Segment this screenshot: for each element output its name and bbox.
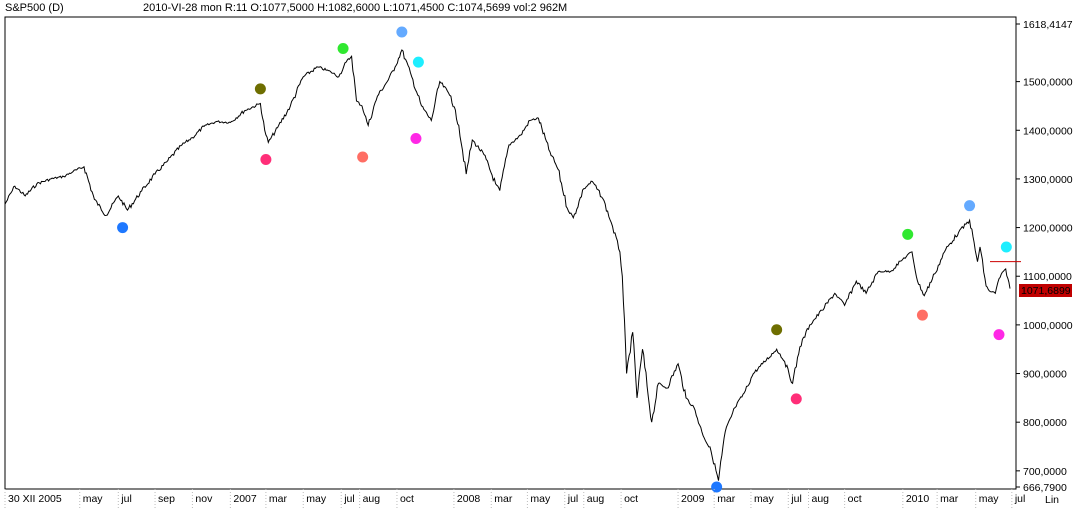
y-tick-label: 700,0000 bbox=[1023, 466, 1067, 478]
scale-label: Lin bbox=[1045, 494, 1059, 506]
signal-marker bbox=[916, 309, 928, 321]
x-tick-label: oct bbox=[624, 493, 638, 505]
x-tick-label: jul bbox=[790, 493, 802, 505]
x-tick-label: jul bbox=[567, 493, 579, 505]
x-tick-label: aug bbox=[363, 493, 381, 505]
x-tick-label: mar bbox=[269, 493, 288, 505]
signal-marker bbox=[993, 329, 1005, 341]
signal-marker bbox=[117, 222, 129, 234]
x-tick-label: 2010 bbox=[906, 493, 930, 505]
x-tick-label: may bbox=[979, 493, 1000, 505]
y-tick-label: 1300,0000 bbox=[1023, 174, 1073, 186]
price-series-line bbox=[4, 49, 1011, 481]
chart-header: S&P500 (D) 2010-VI-28 mon R:11 O:1077,50… bbox=[0, 0, 1075, 17]
signal-marker bbox=[771, 324, 783, 336]
signal-marker bbox=[790, 393, 802, 405]
x-tick-label: oct bbox=[400, 493, 414, 505]
y-tick-label: 1400,0000 bbox=[1023, 125, 1073, 137]
signal-marker bbox=[337, 43, 349, 55]
signal-marker bbox=[396, 26, 408, 38]
signal-marker bbox=[711, 481, 723, 493]
x-tick-label: 30 XII 2005 bbox=[8, 493, 62, 505]
signal-marker bbox=[254, 83, 266, 95]
signal-markers bbox=[117, 26, 1012, 493]
x-axis: 30 XII 2005 may jul sep nov 2007 mar may jul aug o… bbox=[4, 489, 1026, 509]
y-tick-label: 1618,4147 bbox=[1023, 19, 1073, 31]
signal-marker bbox=[260, 153, 272, 165]
x-tick-label: aug bbox=[587, 493, 605, 505]
x-tick-label: may bbox=[83, 493, 104, 505]
y-tick-label: 800,0000 bbox=[1023, 417, 1067, 429]
x-tick-label: 2008 bbox=[457, 493, 481, 505]
x-tick-label: nov bbox=[195, 493, 213, 505]
y-tick-label: 1000,0000 bbox=[1023, 320, 1073, 332]
x-tick-label: mar bbox=[494, 493, 513, 505]
x-tick-label: mar bbox=[717, 493, 736, 505]
signal-marker bbox=[902, 228, 914, 240]
y-tick-label: 1500,0000 bbox=[1023, 77, 1073, 89]
y-axis: 1618,4147 1500,0000 1400,0000 1300,0000 1200… bbox=[1016, 19, 1073, 494]
y-tick-label: 900,0000 bbox=[1023, 369, 1067, 381]
signal-marker bbox=[357, 151, 369, 163]
plot-border bbox=[4, 16, 1017, 490]
x-tick-label: jul bbox=[120, 493, 132, 505]
x-tick-label: oct bbox=[848, 493, 862, 505]
x-tick-label: jul bbox=[1014, 493, 1026, 505]
x-tick-label: may bbox=[306, 493, 327, 505]
signal-marker bbox=[964, 200, 976, 212]
x-tick-label: aug bbox=[812, 493, 830, 505]
y-tick-label: 1100,0000 bbox=[1023, 271, 1072, 283]
y-tick-label: 666,7900 bbox=[1023, 482, 1067, 494]
last-price-label: 1071,6899 bbox=[1021, 285, 1071, 297]
last-price-tag-bg bbox=[1019, 284, 1072, 298]
x-tick-label: jul bbox=[343, 493, 355, 505]
x-tick-label: 2009 bbox=[681, 493, 705, 505]
last-price-tag: 1071,6899 bbox=[1019, 284, 1072, 298]
x-tick-label: mar bbox=[940, 493, 959, 505]
signal-marker bbox=[412, 56, 424, 68]
ohlc-info: 2010-VI-28 mon R:11 O:1077,5000 H:1082,6… bbox=[143, 2, 568, 14]
x-tick-label: may bbox=[530, 493, 551, 505]
signal-marker bbox=[1000, 241, 1012, 253]
symbol-label: S&P500 (D) bbox=[5, 2, 64, 14]
x-tick-label: may bbox=[754, 493, 775, 505]
y-tick-label: 1200,0000 bbox=[1023, 223, 1073, 235]
signal-marker bbox=[410, 133, 422, 145]
x-tick-label: 2007 bbox=[233, 493, 257, 505]
x-tick-label: sep bbox=[158, 493, 175, 505]
